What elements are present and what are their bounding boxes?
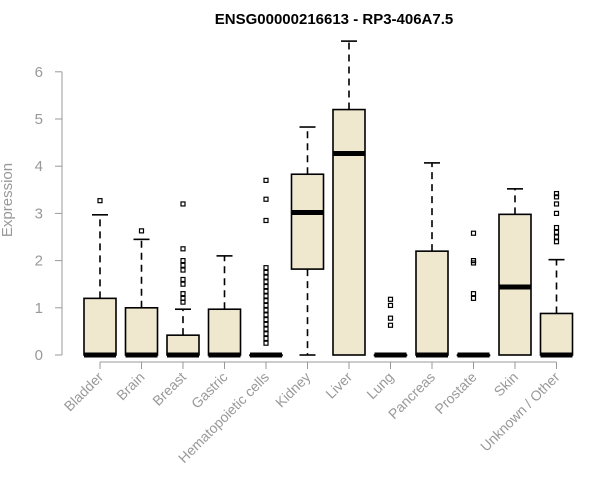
box-group — [415, 162, 449, 358]
y-tick-label: 0 — [35, 347, 43, 364]
outlier-point — [263, 274, 269, 280]
outlier-point — [263, 293, 269, 299]
y-axis: 0 1 2 3 4 5 6 — [35, 64, 63, 364]
outlier-point — [263, 312, 269, 318]
box-iqr — [83, 297, 117, 356]
outlier-point — [263, 288, 269, 294]
outlier-point — [553, 229, 560, 235]
outlier-point — [553, 234, 560, 240]
outlier-point — [138, 228, 145, 234]
x-tick-label: Bladder — [61, 369, 107, 415]
outlier-point — [263, 217, 269, 224]
outlier-point — [470, 295, 477, 301]
y-tick-label: 4 — [35, 158, 43, 175]
x-tick-label: Unknown / Other — [477, 369, 563, 455]
outlier-point — [180, 276, 186, 283]
box-group — [456, 230, 491, 358]
outlier-point — [263, 331, 269, 337]
outlier-point — [263, 279, 269, 285]
outlier-point — [180, 258, 186, 264]
x-tick-label: Breast — [149, 369, 189, 409]
outlier-point — [470, 291, 477, 297]
outlier-point — [180, 246, 186, 252]
outlier-point — [553, 201, 560, 207]
outlier-point — [263, 335, 269, 342]
outlier-point — [387, 322, 394, 328]
y-tick-label: 1 — [35, 300, 43, 317]
box-group — [373, 296, 408, 358]
y-axis-label: Expression — [0, 163, 16, 237]
outlier-point — [180, 291, 186, 297]
box-iqr — [290, 173, 325, 270]
y-tick-label: 3 — [35, 205, 43, 222]
y-tick-label: 5 — [35, 111, 43, 128]
box-group — [207, 255, 242, 358]
box-group — [124, 228, 159, 358]
outlier-point — [263, 177, 269, 183]
outlier-point — [263, 307, 269, 313]
outlier-point — [387, 302, 394, 309]
outlier-point — [263, 302, 269, 309]
outlier-point — [263, 326, 269, 332]
outlier-point — [263, 269, 269, 275]
outlier-point — [470, 230, 477, 236]
outlier-point — [263, 340, 269, 346]
x-tick-label: Liver — [322, 369, 355, 402]
outlier-point — [180, 262, 186, 268]
outlier-point — [263, 298, 269, 304]
box-iqr — [332, 108, 366, 356]
boxes-layer — [83, 40, 574, 358]
outlier-point — [180, 267, 186, 273]
outlier-point — [553, 224, 560, 231]
box-group — [166, 201, 200, 358]
outlier-point — [263, 321, 269, 327]
outlier-point — [263, 317, 269, 323]
outlier-point — [263, 265, 269, 271]
outlier-point — [470, 258, 477, 264]
y-tick-label: 2 — [35, 253, 43, 270]
y-tick-label: 6 — [35, 64, 43, 81]
outlier-point — [553, 190, 560, 197]
box-group — [83, 198, 117, 358]
outlier-point — [553, 239, 560, 245]
outlier-point — [553, 194, 560, 200]
x-tick-label: Brain — [113, 369, 147, 403]
outlier-point — [97, 198, 103, 204]
box-group — [498, 188, 532, 356]
outlier-point — [180, 281, 186, 287]
x-tick-label: Skin — [491, 369, 522, 400]
box-iqr — [415, 250, 449, 356]
outlier-point — [263, 283, 269, 290]
box-iqr — [539, 312, 574, 356]
outlier-point — [263, 196, 269, 202]
x-tick-label: Kidney — [272, 369, 314, 411]
x-tick-label: Prostate — [431, 369, 479, 417]
outlier-point — [553, 210, 560, 216]
box-group — [249, 177, 283, 358]
outlier-point — [387, 315, 394, 321]
box-iqr — [207, 308, 242, 356]
box-iqr — [166, 334, 200, 356]
box-group — [332, 40, 366, 356]
box-group — [539, 190, 574, 358]
x-tick-label: Lung — [363, 369, 396, 402]
outlier-point — [180, 295, 186, 301]
outlier-point — [180, 201, 186, 207]
chart-title: ENSG00000216613 - RP3-406A7.5 — [215, 11, 454, 28]
outlier-point — [387, 296, 394, 302]
box-group — [290, 126, 325, 356]
box-iqr — [124, 306, 159, 356]
